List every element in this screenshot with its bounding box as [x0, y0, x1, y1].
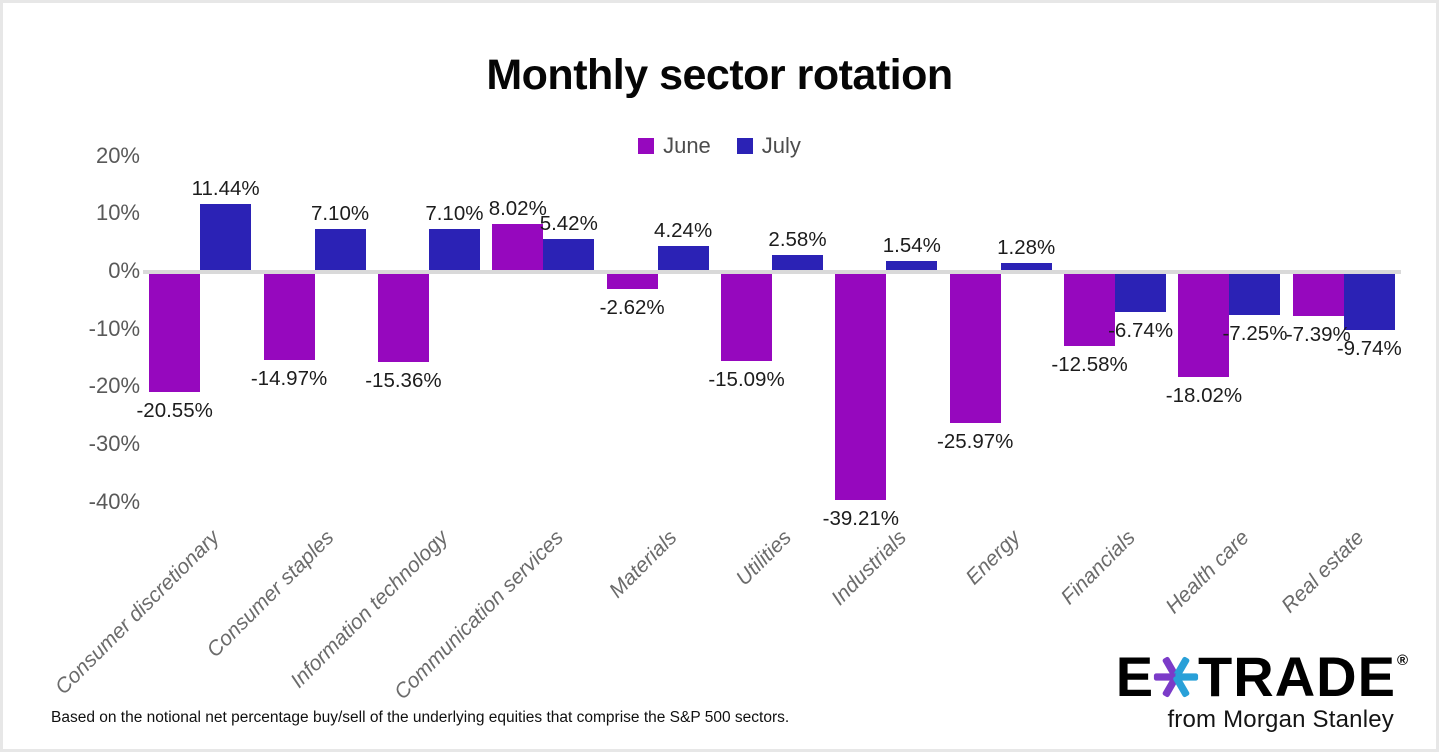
- category-label: Real estate: [1276, 526, 1369, 618]
- footnote: Based on the notional net percentage buy…: [51, 709, 790, 726]
- bar-june: [606, 273, 658, 289]
- bar-value-label: -18.02%: [1165, 384, 1243, 408]
- bar-june: [149, 273, 201, 393]
- legend-label: July: [761, 133, 801, 158]
- logo-word-trade: TRADE: [1198, 645, 1396, 708]
- y-axis-tick-label: 0%: [108, 258, 140, 283]
- bar-july: [314, 229, 366, 270]
- category-label: Utilities: [732, 526, 797, 591]
- bar-july: [1115, 273, 1167, 313]
- bar-june: [377, 273, 429, 363]
- bar-value-label: -25.97%: [937, 430, 1014, 454]
- legend-swatch-icon: [736, 138, 753, 154]
- bar-june: [949, 273, 1001, 424]
- category-label: Industrials: [826, 526, 911, 610]
- legend-item-june: June: [638, 133, 711, 159]
- bar-july: [772, 255, 823, 270]
- bar-value-label: -2.62%: [599, 295, 665, 319]
- etrade-asterisk-icon: [1153, 656, 1199, 698]
- bar-value-label: -7.39%: [1285, 323, 1351, 347]
- bar-value-label: 1.28%: [997, 235, 1056, 259]
- bar-july: [657, 245, 709, 270]
- bar-value-label: 7.10%: [310, 202, 370, 226]
- bar-july: [543, 238, 595, 270]
- legend-item-july: July: [736, 133, 801, 159]
- bar-value-label: -9.74%: [1336, 336, 1402, 360]
- chart-title: Monthly sector rotation: [486, 51, 953, 99]
- y-axis-tick-label: -40%: [88, 488, 140, 514]
- bar-value-label: -12.58%: [1051, 353, 1128, 377]
- bar-value-label: 11.44%: [191, 176, 260, 200]
- etrade-logo: E TRADE ® from Morgan Stanley: [1115, 645, 1408, 734]
- category-label: Financials: [1056, 526, 1140, 610]
- bar-value-label: -39.21%: [822, 506, 900, 530]
- bar-july: [886, 261, 938, 270]
- bar-july: [428, 229, 480, 270]
- bar-july: [1000, 262, 1052, 270]
- bar-value-label: 5.42%: [539, 211, 598, 235]
- y-axis-tick-label: 20%: [95, 142, 140, 168]
- category-label: Energy: [961, 526, 1025, 590]
- y-axis-tick-label: -30%: [88, 431, 140, 457]
- bar-value-label: -20.55%: [136, 399, 213, 423]
- bar-july: [1343, 273, 1395, 330]
- bar-value-label: 8.02%: [488, 196, 547, 220]
- zero-axis-line: [143, 270, 1401, 274]
- y-axis-tick-label: -20%: [88, 373, 140, 399]
- bar-value-label: 7.10%: [425, 202, 484, 226]
- logo-letter-e: E: [1115, 645, 1155, 708]
- legend: June July: [3, 133, 1436, 159]
- y-axis-tick-label: 10%: [95, 200, 140, 226]
- bar-value-label: 4.24%: [654, 218, 713, 242]
- bar-june: [1178, 273, 1230, 378]
- bar-value-label: 2.58%: [768, 228, 827, 252]
- bar-value-label: 1.54%: [882, 234, 941, 258]
- bar-june: [492, 223, 544, 270]
- bar-june: [835, 273, 887, 500]
- category-label: Health care: [1161, 526, 1254, 619]
- bar-june: [1292, 273, 1344, 317]
- legend-swatch-icon: [638, 138, 655, 154]
- logo-tagline: from Morgan Stanley: [1167, 706, 1394, 733]
- bar-value-label: -14.97%: [250, 366, 328, 390]
- bar-value-label: -7.25%: [1222, 322, 1288, 346]
- bar-june: [263, 273, 315, 360]
- y-axis-tick-label: -10%: [88, 315, 140, 341]
- bar-june: [721, 273, 772, 361]
- bar-july: [200, 203, 252, 270]
- category-label: Consumer discretionary: [51, 526, 225, 700]
- legend-label: June: [663, 133, 711, 158]
- bar-value-label: -15.09%: [708, 367, 785, 391]
- category-label: Materials: [605, 526, 682, 603]
- registered-mark: ®: [1396, 652, 1409, 669]
- bar-july: [1229, 273, 1281, 316]
- bar-june: [1064, 273, 1116, 347]
- bar-value-label: -6.74%: [1108, 319, 1174, 343]
- etrade-logotype: E TRADE ®: [1115, 645, 1408, 708]
- bar-value-label: -15.36%: [365, 369, 442, 393]
